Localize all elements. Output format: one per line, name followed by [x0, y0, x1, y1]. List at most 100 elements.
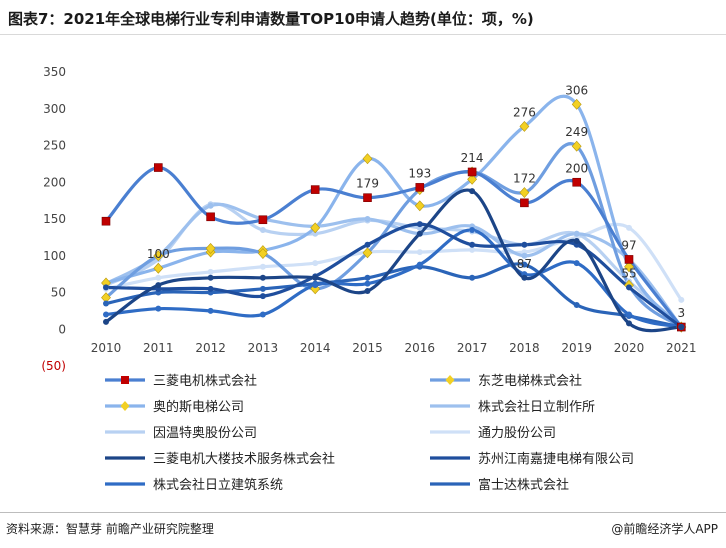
legend-item: 通力股份公司 [430, 426, 556, 441]
series-point [624, 255, 634, 264]
series-point [363, 193, 372, 202]
legend-item: 东芝电梯株式会社 [430, 373, 582, 389]
x-tick-label: 2010 [91, 341, 122, 355]
series-point [521, 274, 528, 281]
legend-item: 富士达株式会社 [430, 477, 569, 493]
x-tick-label: 2021 [666, 341, 697, 355]
series-point [205, 242, 216, 254]
series-point [310, 185, 320, 194]
series-point [257, 248, 268, 259]
series-point [469, 241, 476, 248]
legend-marker [445, 375, 455, 385]
y-tick-label: 100 [43, 249, 66, 263]
series-point [416, 261, 423, 268]
series-point [154, 163, 163, 172]
x-tick-label: 2011 [143, 341, 174, 355]
legend-item: 苏州江南嘉捷电梯有限公司 [430, 451, 634, 467]
series-point [521, 252, 528, 259]
series-point [103, 318, 109, 325]
legend-item: 三菱电机株式会社 [105, 373, 257, 389]
legend-label: 奥的斯电梯公司 [153, 399, 244, 415]
series-point [626, 311, 632, 318]
series-point [469, 188, 476, 195]
series-point [101, 216, 111, 226]
series-point [519, 187, 530, 198]
series-point [259, 285, 266, 292]
series-point [207, 285, 214, 292]
legend-item: 株式会社日立制作所 [430, 399, 595, 415]
data-label: 3 [677, 306, 685, 320]
x-tick-label: 2014 [300, 341, 331, 355]
legend-label: 东芝电梯株式会社 [478, 373, 582, 389]
data-label: 249 [565, 125, 588, 139]
series-line [104, 165, 683, 329]
series-line [104, 142, 683, 329]
series-point [469, 227, 476, 234]
x-tick-label: 2018 [509, 341, 540, 355]
series-point [312, 274, 319, 281]
data-label: 172 [513, 172, 536, 186]
footer-divider [0, 512, 726, 513]
series-point [103, 311, 109, 318]
series-point [573, 260, 580, 267]
series-point [310, 222, 321, 234]
legend-item: 株式会社日立建筑系统 [105, 477, 283, 493]
series-point [362, 247, 373, 259]
series-point [364, 274, 371, 281]
legend-label: 三菱电机株式会社 [153, 373, 257, 389]
series-point [103, 284, 109, 291]
data-labels: 100 179 193 214 276 172 306 249 200 87 97 55 3 [147, 83, 685, 320]
series-point [312, 230, 319, 237]
series-point [521, 261, 528, 268]
series-point [571, 140, 582, 152]
series-lines [104, 94, 683, 333]
series-point [469, 274, 476, 281]
legend-item: 因温特奥股份公司 [105, 426, 257, 441]
x-axis: 2010 2011 2012 2013 2014 2015 2016 2017 2018 2019… [91, 341, 697, 355]
series-point [519, 120, 530, 132]
series-point [207, 274, 214, 281]
series-point [521, 241, 528, 248]
y-tick-label: 150 [43, 212, 66, 226]
series-point [678, 296, 685, 303]
series-point [626, 284, 632, 291]
y-tick-label: 350 [43, 65, 66, 79]
x-tick-label: 2012 [195, 341, 226, 355]
series-point [573, 230, 580, 237]
y-tick-label: 300 [43, 102, 66, 116]
series-point [362, 153, 373, 165]
title-divider [0, 34, 726, 35]
series-point [520, 198, 529, 208]
series-point [103, 300, 109, 307]
data-label: 306 [565, 83, 588, 97]
series-point [626, 320, 632, 327]
series-point [155, 305, 162, 312]
data-label: 276 [513, 105, 536, 119]
y-tick-label: 50 [51, 286, 66, 300]
legend-label: 株式会社日立制作所 [478, 399, 595, 415]
series-point [259, 293, 266, 300]
series-point [206, 212, 215, 222]
series-point [259, 263, 266, 270]
y-tick-label: 0 [58, 322, 66, 336]
series-point [364, 216, 371, 222]
series-point [416, 230, 423, 237]
legend-marker [120, 401, 130, 411]
data-label: 55 [621, 266, 636, 280]
series-point [259, 311, 266, 318]
x-tick-label: 2015 [352, 341, 383, 355]
series-point [153, 250, 164, 262]
x-tick-label: 2017 [457, 341, 488, 355]
chart-title: 图表7：2021年全球电梯行业专利申请数量TOP10申请人趋势(单位：项，%) [8, 10, 534, 28]
data-label: 214 [461, 151, 484, 165]
series-point [573, 301, 580, 308]
series-point [155, 282, 162, 289]
series-point [414, 200, 425, 212]
series-point [364, 280, 371, 287]
series-point [626, 224, 632, 231]
legend-item: 三菱电机大楼技术服务株式会社 [105, 451, 335, 467]
data-label: 200 [565, 161, 588, 175]
x-tick-label: 2020 [614, 341, 645, 355]
y-axis: 350 300 250 200 150 100 50 0 (50) [41, 65, 66, 373]
